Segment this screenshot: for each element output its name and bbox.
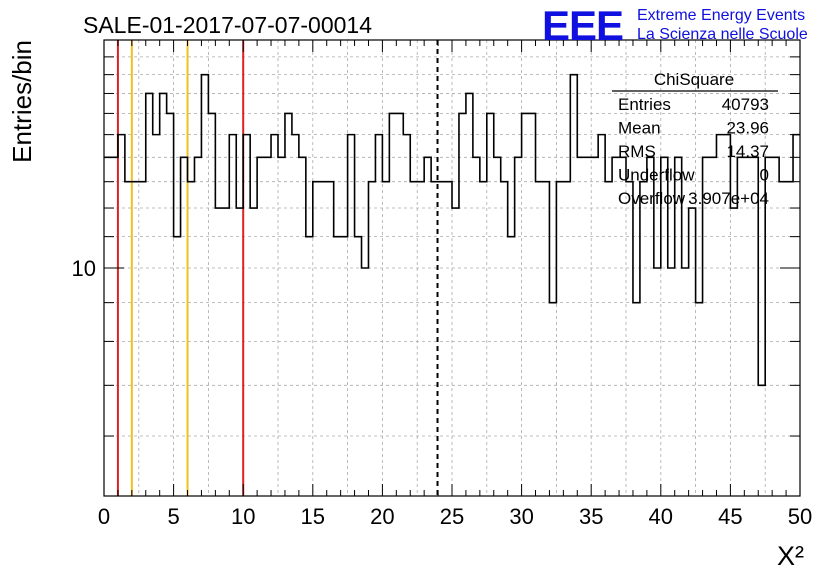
x-tick-label: 20 xyxy=(370,504,394,529)
logo-line-1: Extreme Energy Events xyxy=(637,7,805,24)
x-tick-label: 5 xyxy=(167,504,179,529)
x-tick-label: 0 xyxy=(98,504,110,529)
axis-ticks xyxy=(103,40,801,496)
stats-row-value: 23.96 xyxy=(726,119,769,138)
x-tick-label: 45 xyxy=(718,504,742,529)
y-tick-label: 10 xyxy=(72,256,96,281)
x-tick-label: 35 xyxy=(579,504,603,529)
stats-row-label: Overflow xyxy=(618,189,686,208)
stats-title: ChiSquare xyxy=(654,70,734,89)
logo-mark: EEE xyxy=(542,2,623,49)
logo-line-2: La Scienza nelle Scuole xyxy=(637,26,808,43)
stats-box: ChiSquare Entries 40793 Mean 23.96 RMS 14.37 U… xyxy=(612,70,778,208)
x-tick-label: 25 xyxy=(440,504,464,529)
stats-row-label: Underflow xyxy=(618,166,695,185)
stats-row-value: 3.907e+04 xyxy=(688,189,769,208)
eee-logo: EEE Extreme Energy Events La Scienza nel… xyxy=(542,2,808,49)
x-tick-labels: 0 5 10 15 20 25 30 35 40 45 50 xyxy=(98,504,812,529)
stats-row-value: 14.37 xyxy=(726,142,769,161)
y-tick-labels: 10 xyxy=(72,256,96,281)
stats-row-label: Mean xyxy=(618,119,661,138)
y-axis-label: Entries/bin xyxy=(7,40,37,163)
x-tick-label: 15 xyxy=(301,504,325,529)
histogram-series xyxy=(104,73,800,387)
x-tick-label: 40 xyxy=(649,504,673,529)
stats-row-value: 0 xyxy=(760,166,769,185)
x-tick-label: 50 xyxy=(788,504,812,529)
stats-row-label: Entries xyxy=(618,95,671,114)
reference-lines xyxy=(116,40,439,496)
stats-row-value: 40793 xyxy=(722,95,769,114)
stats-row-label: RMS xyxy=(618,142,656,161)
x-tick-label: 10 xyxy=(231,504,255,529)
x-tick-label: 30 xyxy=(509,504,533,529)
x-axis-label: X² xyxy=(777,541,804,571)
chart-title: SALE-01-2017-07-07-00014 xyxy=(83,12,372,38)
